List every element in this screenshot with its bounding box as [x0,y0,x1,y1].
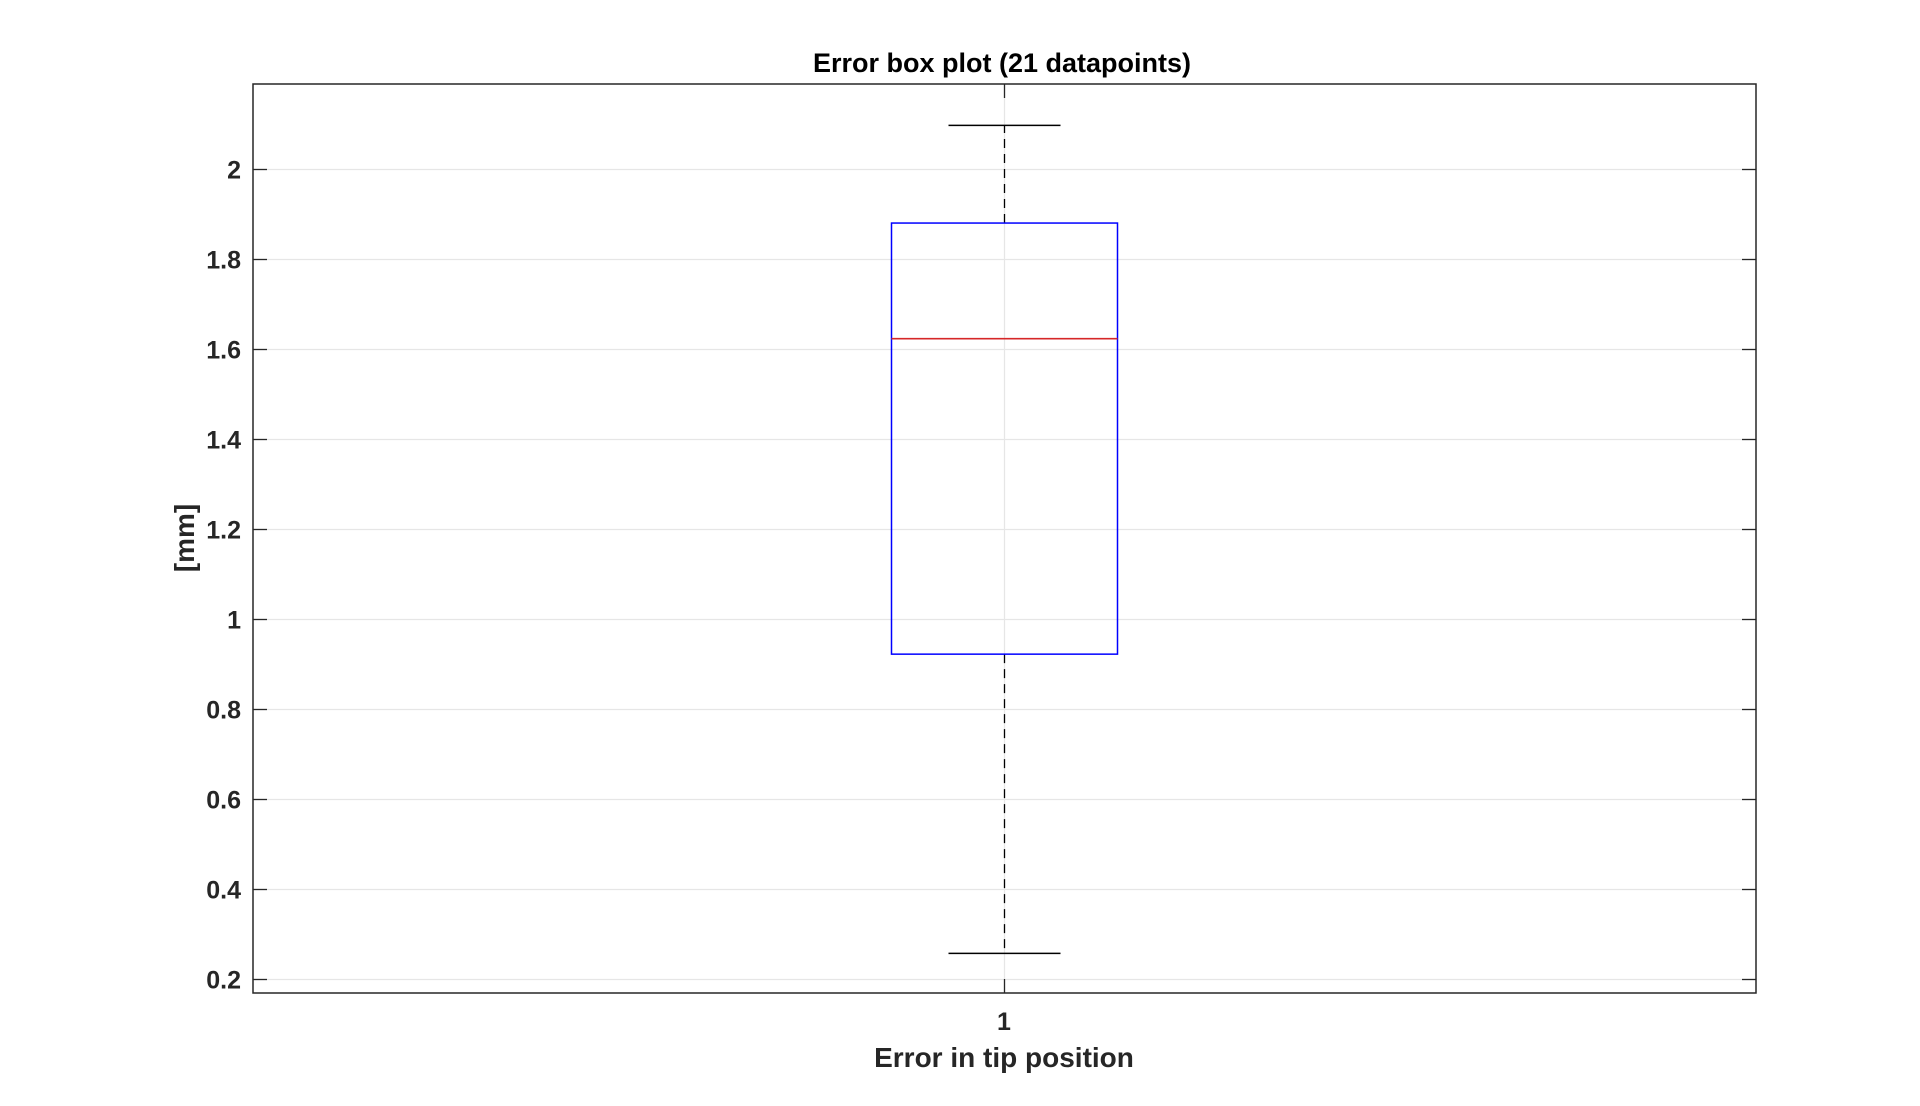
y-axis-title: [mm] [169,504,200,572]
y-tick-label: 2 [227,157,241,185]
y-tick-label: 1.6 [206,337,241,365]
y-tick-label: 0.6 [206,787,241,815]
iqr-box [890,222,1119,655]
x-tick-label: 1 [997,1008,1011,1036]
grid-layer [253,84,1756,993]
chart-title: Error box plot (21 datapoints) [813,48,1191,78]
box-layer [890,124,1119,955]
y-tick-label: 0.8 [206,697,241,725]
y-tick-label: 1.2 [206,517,241,545]
y-tick-label: 1.8 [206,247,241,275]
axes-frame [252,83,1757,994]
y-tick-label: 1.4 [206,427,241,455]
y-tick-label: 1 [227,607,241,635]
y-tick-label: 0.2 [206,967,241,995]
axes-layer: 0.2 0.4 0.6 0.8 1 1.2 1.4 1.6 1.8 2 [206,83,1757,995]
y-tick-label: 0.4 [206,877,241,905]
x-axis-title: Error in tip position [874,1042,1134,1073]
